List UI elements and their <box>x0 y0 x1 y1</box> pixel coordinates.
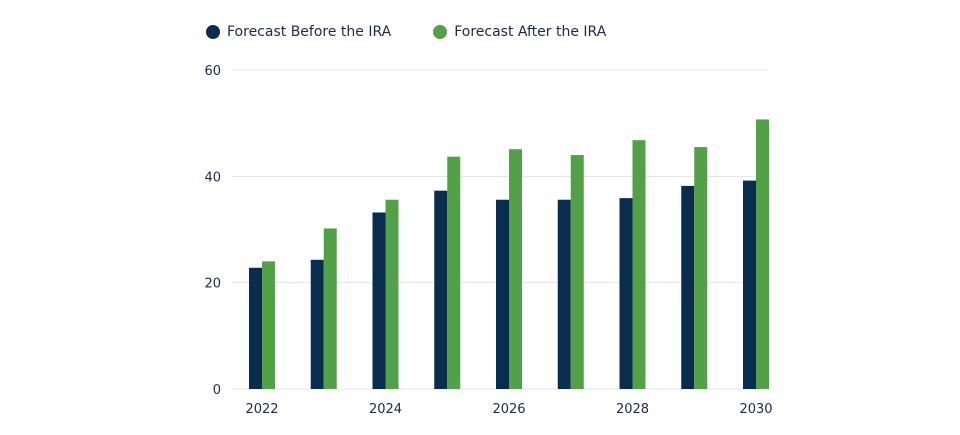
bar-after-2028[interactable] <box>632 140 646 389</box>
bar-before-2025[interactable] <box>434 190 448 389</box>
x-tick-label: 2028 <box>616 402 649 417</box>
chart-legend: Forecast Before the IRA Forecast After t… <box>206 24 648 40</box>
y-tick-label: 40 <box>204 170 221 185</box>
x-tick-label: 2022 <box>245 402 278 417</box>
x-tick-label: 2026 <box>492 402 525 417</box>
bar-before-2023[interactable] <box>310 259 324 389</box>
bar-after-2027[interactable] <box>570 155 584 389</box>
x-tick-label: 2030 <box>739 402 772 417</box>
bar-after-2024[interactable] <box>385 199 399 389</box>
y-tick-label: 60 <box>204 64 221 79</box>
legend-swatch-before <box>206 25 220 39</box>
bar-after-2030[interactable] <box>756 119 769 389</box>
legend-swatch-after <box>433 25 448 39</box>
legend-item-before[interactable]: Forecast Before the IRA <box>206 24 391 40</box>
legend-label-after: Forecast After the IRA <box>454 24 607 40</box>
bar-after-2023[interactable] <box>323 228 337 389</box>
y-tick-label: 20 <box>204 277 221 292</box>
bar-after-2026[interactable] <box>509 149 522 389</box>
legend-label-before: Forecast Before the IRA <box>227 24 392 40</box>
bar-before-2026[interactable] <box>496 199 509 389</box>
bar-before-2029[interactable] <box>681 185 695 389</box>
bar-after-2025[interactable] <box>447 156 461 389</box>
x-tick-label: 2024 <box>369 402 402 417</box>
bar-after-2029[interactable] <box>694 147 708 389</box>
bar-before-2027[interactable] <box>557 199 571 389</box>
bar-after-2022[interactable] <box>262 261 275 389</box>
bar-before-2022[interactable] <box>249 267 262 389</box>
y-tick-label: 0 <box>213 383 221 398</box>
bar-before-2030[interactable] <box>743 180 756 389</box>
legend-item-after[interactable]: Forecast After the IRA <box>433 24 606 40</box>
bar-before-2028[interactable] <box>619 198 633 389</box>
bar-before-2024[interactable] <box>372 212 386 389</box>
